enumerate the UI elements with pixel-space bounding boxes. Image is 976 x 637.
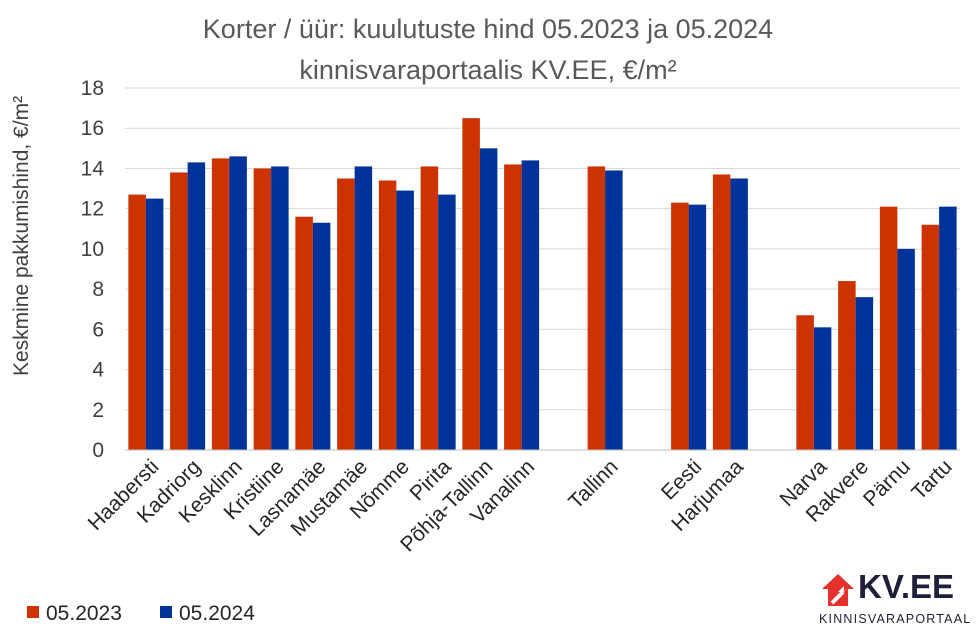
y-tick-label: 12 bbox=[81, 198, 104, 221]
legend-swatch-2024 bbox=[160, 606, 172, 618]
bar-05.2024-Põhja-Tallinn bbox=[479, 148, 498, 451]
bar-05.2024-Rakvere bbox=[855, 297, 874, 450]
y-axis-label: Keskmine pakkumishind, €/m² bbox=[10, 96, 33, 376]
gridlines bbox=[125, 87, 960, 411]
legend-label-2024: 05.2024 bbox=[179, 602, 255, 625]
bar-05.2023-Haabersti bbox=[128, 194, 146, 450]
y-tick-label: 10 bbox=[81, 238, 104, 261]
bar-05.2024-Pärnu bbox=[897, 248, 915, 450]
x-tick-label: Tartu bbox=[907, 455, 956, 504]
y-tick-label: 14 bbox=[81, 157, 105, 180]
x-tick-label: Pärnu bbox=[859, 455, 915, 511]
bar-05.2023-Pirita bbox=[420, 166, 439, 450]
bar-05.2024-Kristiine bbox=[271, 166, 289, 450]
bar-05.2023-Rakvere bbox=[838, 281, 856, 450]
bar-05.2024-Lasnamäe bbox=[312, 222, 331, 450]
y-tick-label: 16 bbox=[81, 117, 104, 140]
bar-05.2023-Pärnu bbox=[879, 206, 898, 450]
bar-05.2023-Mustamäe bbox=[337, 178, 355, 450]
bar-05.2023-Tallinn bbox=[587, 166, 606, 450]
bar-05.2023-Põhja-Tallinn bbox=[462, 118, 480, 451]
bar-05.2024-Pirita bbox=[438, 194, 456, 450]
logo-name: KV.EE bbox=[858, 568, 955, 605]
bar-05.2023-Narva bbox=[796, 315, 814, 450]
legend: 05.2023 05.2024 bbox=[27, 602, 255, 625]
bar-05.2024-Eesti bbox=[688, 204, 707, 450]
bar-05.2024-Tallinn bbox=[605, 170, 623, 450]
bar-05.2023-Kristiine bbox=[253, 168, 272, 450]
house-arrow-icon bbox=[822, 574, 854, 606]
chart-subtitle: kinnisvaraportaalis KV.EE, €/m² bbox=[299, 55, 676, 85]
y-tick-label: 6 bbox=[92, 318, 104, 341]
y-tick-label: 8 bbox=[92, 278, 104, 301]
bar-05.2023-Eesti bbox=[671, 202, 689, 450]
bar-05.2023-Harjumaa bbox=[712, 174, 731, 450]
bar-05.2023-Nõmme bbox=[378, 180, 397, 450]
legend-label-2023: 05.2023 bbox=[46, 602, 122, 625]
y-tick-label: 0 bbox=[92, 439, 104, 462]
bar-05.2024-Mustamäe bbox=[354, 166, 373, 450]
logo-tagline: KINNISVARAPORTAAL bbox=[819, 612, 972, 626]
y-tick-labels: 0 2 4 6 8 10 12 14 16 18 bbox=[81, 77, 105, 462]
x-tick-labels: HaaberstiKadriorgKesklinnKristiineLasnam… bbox=[84, 455, 957, 557]
bar-05.2024-Vanalinn bbox=[521, 160, 540, 450]
x-tick-label: Tallinn bbox=[564, 455, 622, 513]
bars bbox=[128, 118, 957, 451]
bar-05.2024-Tartu bbox=[939, 206, 957, 450]
y-tick-label: 18 bbox=[81, 77, 104, 100]
bar-05.2024-Kesklinn bbox=[229, 156, 247, 450]
bar-05.2024-Narva bbox=[813, 327, 832, 450]
bar-05.2023-Kesklinn bbox=[211, 158, 230, 450]
kv-ee-logo: KV.EE KINNISVARAPORTAAL bbox=[818, 568, 972, 626]
y-tick-label: 2 bbox=[92, 399, 104, 422]
legend-swatch-2023 bbox=[27, 606, 39, 618]
bar-05.2024-Nõmme bbox=[396, 190, 414, 451]
y-tick-label: 4 bbox=[92, 359, 104, 382]
bar-05.2023-Tartu bbox=[921, 224, 940, 450]
bar-05.2024-Kadriorg bbox=[187, 162, 206, 450]
chart-title: Korter / üür: kuulutuste hind 05.2023 ja… bbox=[203, 14, 773, 44]
bar-05.2024-Harjumaa bbox=[730, 178, 748, 450]
bar-05.2023-Kadriorg bbox=[170, 172, 188, 450]
bar-05.2024-Haabersti bbox=[145, 198, 164, 450]
bar-05.2023-Vanalinn bbox=[504, 164, 522, 450]
bar-05.2023-Lasnamäe bbox=[295, 216, 313, 450]
